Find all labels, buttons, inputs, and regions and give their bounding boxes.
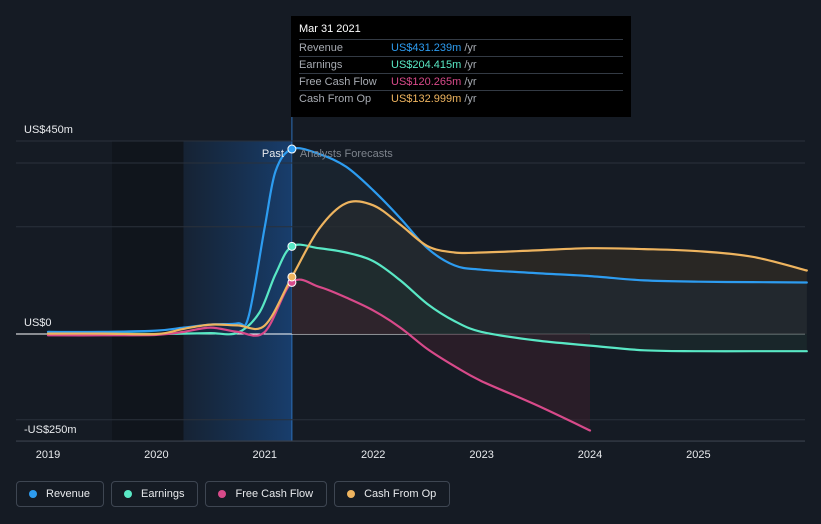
pre-history-band	[112, 141, 184, 441]
past-region	[183, 141, 292, 441]
tooltip-row-revenue: Revenue US$431.239m /yr	[299, 39, 623, 56]
x-tick-label: 2023	[469, 449, 493, 461]
tooltip-unit: /yr	[464, 42, 477, 54]
revenue-forecast-area	[291, 149, 807, 334]
cash-from-op-point	[287, 272, 297, 282]
tooltip-label: Cash From Op	[299, 93, 372, 105]
tooltip-unit: /yr	[464, 76, 477, 88]
revenue-dot-icon	[29, 490, 37, 498]
legend-item-earnings[interactable]: Earnings	[111, 481, 199, 507]
legend-item-revenue[interactable]: Revenue	[16, 481, 105, 507]
cash-from-op-dot-icon	[347, 490, 356, 498]
tooltip-unit: /yr	[464, 93, 477, 105]
chart-legend: Revenue Earnings Free Cash Flow Cash Fro…	[16, 481, 451, 507]
x-tick-label: 2020	[144, 449, 168, 461]
tooltip-label: Earnings	[299, 59, 343, 71]
tooltip-label: Free Cash Flow	[299, 76, 377, 88]
earnings-forecast-area	[291, 246, 807, 352]
x-tick-label: 2025	[686, 449, 710, 461]
earnings-dot-icon	[124, 490, 133, 498]
tooltip-date: Mar 31 2021	[299, 23, 361, 35]
tooltip-value: US$132.999m	[391, 93, 462, 105]
free-cash-flow-dot-icon	[218, 490, 227, 498]
earnings-line	[46, 243, 808, 353]
x-tick-label: 2021	[253, 449, 277, 461]
cash-from-op-line	[46, 200, 808, 336]
x-tick-label: 2024	[578, 449, 602, 461]
legend-label: Cash From Op	[364, 488, 437, 500]
forecast-label: Analysts Forecasts	[300, 148, 393, 160]
tooltip-unit: /yr	[464, 59, 477, 71]
revenue-point	[287, 144, 297, 154]
tooltip-label: Revenue	[299, 42, 344, 54]
tooltip-row-free-cash-flow: Free Cash Flow US$120.265m /yr	[299, 73, 623, 90]
legend-item-cash-from-op[interactable]: Cash From Op	[334, 481, 451, 507]
earnings-point	[287, 241, 297, 251]
legend-label: Revenue	[46, 488, 91, 500]
y-tick-label: US$450m	[24, 124, 73, 136]
past-label: Past	[262, 148, 284, 160]
x-tick-label: 2019	[36, 449, 60, 461]
free-cash-flow-forecast-area	[291, 282, 590, 431]
legend-item-free-cash-flow[interactable]: Free Cash Flow	[205, 481, 328, 507]
free-cash-flow-line	[46, 278, 592, 432]
legend-label: Free Cash Flow	[235, 488, 314, 500]
y-tick-label: US$0	[24, 317, 52, 329]
y-tick-label: -US$250m	[24, 424, 77, 436]
legend-label: Earnings	[141, 488, 185, 500]
x-tick-label: 2022	[361, 449, 385, 461]
line-chart: US$450m US$0 -US$250m 2019 2020 2021 2022 2023 2…	[16, 117, 808, 461]
tooltip-value: US$431.239m	[391, 42, 462, 54]
hover-tooltip: Mar 31 2021 Revenue US$431.239m /yr Earn…	[291, 16, 631, 117]
tooltip-value: US$120.265m	[391, 76, 462, 88]
tooltip-row-earnings: Earnings US$204.415m /yr	[299, 56, 623, 73]
tooltip-row-cash-from-op: Cash From Op US$132.999m /yr	[299, 90, 623, 107]
tooltip-value: US$204.415m	[391, 59, 462, 71]
